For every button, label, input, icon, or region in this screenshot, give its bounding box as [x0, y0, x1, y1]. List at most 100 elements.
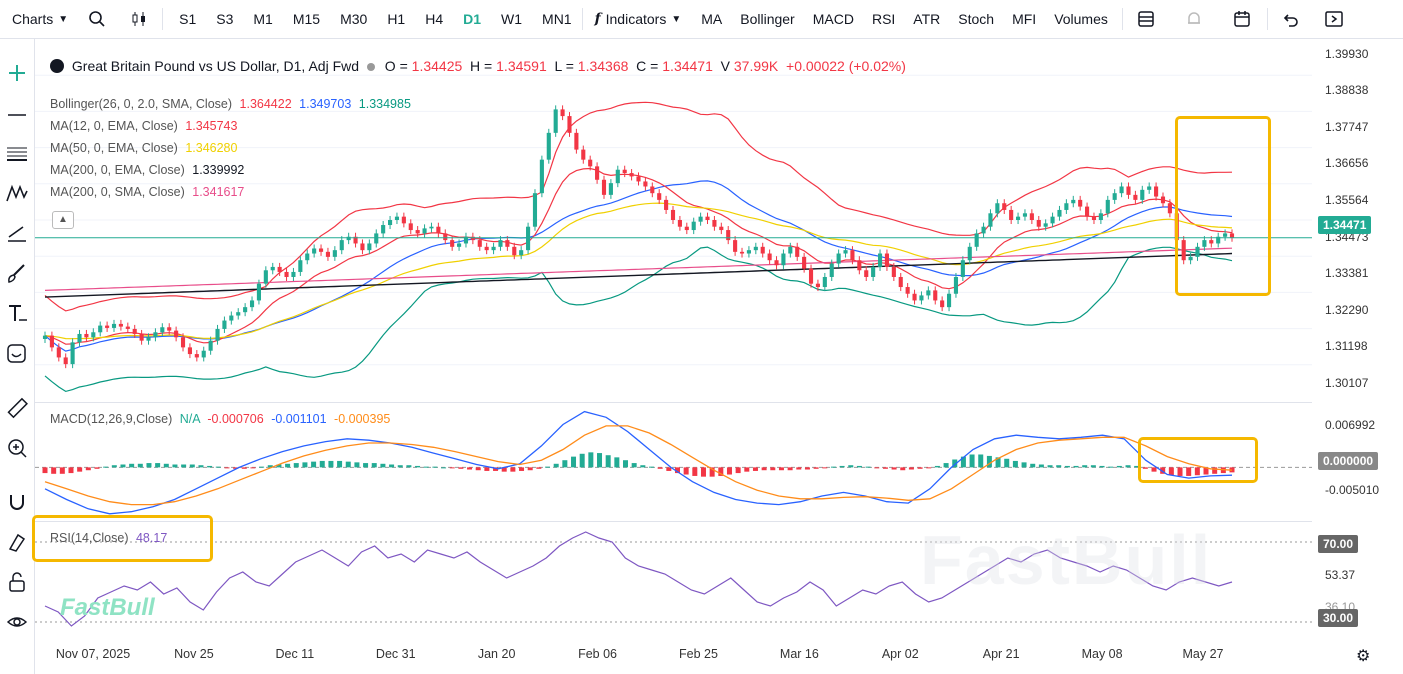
time-axis[interactable]: Nov 07, 2025 Nov 25 Dec 11 Dec 31 Jan 20 Feb … — [35, 642, 1312, 672]
brush-icon[interactable] — [5, 261, 29, 285]
text-tool-icon[interactable] — [5, 301, 29, 325]
timeframe-w1[interactable]: W1 — [501, 11, 523, 27]
candle-body — [850, 250, 855, 261]
lock-icon[interactable] — [5, 570, 29, 594]
open-label: O — [384, 58, 396, 74]
pattern-icon[interactable] — [5, 181, 29, 205]
ma200-sma-legend[interactable]: MA(200, 0, SMA, Close) 1.341617 — [50, 185, 244, 199]
timeframe-mn1[interactable]: MN1 — [542, 11, 572, 27]
magnet-icon[interactable] — [5, 490, 29, 514]
chevron-down-icon: ▼ — [671, 13, 682, 25]
fullscreen-icon[interactable] — [1324, 10, 1344, 28]
rsi-legend[interactable]: RSI(14,Close) 48.17 — [50, 531, 167, 545]
emoji-icon[interactable] — [5, 341, 29, 365]
current-price-tag: 1.34471 — [1318, 216, 1372, 234]
macd-hist-bar — [700, 467, 706, 477]
macd-axis[interactable]: 0.006992 -0.005010 — [1313, 402, 1403, 520]
rsi-chart[interactable] — [35, 522, 1312, 642]
bollinger-upper-value: 1.364422 — [239, 97, 292, 111]
candle-body — [346, 236, 351, 241]
crosshair-icon[interactable] — [5, 61, 29, 85]
timeframe-s1[interactable]: S1 — [179, 11, 197, 27]
collapse-legend-button[interactable]: ▲ — [52, 211, 74, 229]
price-chart[interactable] — [35, 39, 1312, 401]
macd-hist-bar — [510, 467, 516, 472]
macd-hist-bar — [1108, 466, 1114, 468]
macd-hist-bar — [111, 465, 117, 468]
layout-icon[interactable] — [1137, 10, 1155, 28]
macd-hist-bar — [1160, 467, 1166, 474]
candle-body — [1091, 216, 1097, 220]
toolbar-divider — [1266, 8, 1268, 30]
candle-body — [1119, 186, 1124, 194]
bollinger-legend[interactable]: Bollinger(26, 0, 2.0, SMA, Close) 1.3644… — [50, 97, 411, 111]
ma12-legend[interactable]: MA(12, 0, EMA, Close) 1.345743 — [50, 119, 237, 133]
zoom-in-icon[interactable] — [5, 436, 29, 460]
macd-hist-bar — [1064, 465, 1070, 468]
ruler-icon[interactable] — [5, 396, 29, 420]
ma200-ema-legend[interactable]: MA(200, 0, EMA, Close) 1.339992 — [50, 163, 244, 177]
macd-hist-bar — [1038, 464, 1044, 468]
study-atr-button[interactable]: ATR — [913, 11, 941, 27]
fib-lines-icon[interactable] — [5, 141, 29, 165]
undo-icon[interactable] — [1282, 10, 1300, 28]
eraser-icon[interactable] — [5, 530, 29, 554]
study-stoch-button[interactable]: Stoch — [958, 11, 995, 27]
macd-hist-bar — [796, 467, 802, 470]
macd-hist-bar — [423, 466, 429, 468]
settings-gear-icon[interactable]: ⚙ — [1356, 648, 1371, 665]
visibility-eye-icon[interactable] — [5, 610, 29, 634]
trend-line-icon[interactable] — [5, 221, 29, 245]
ma200-ema-label: MA(200, 0, EMA, Close) — [50, 163, 185, 177]
price-pane[interactable] — [35, 39, 1312, 401]
charts-menu-button[interactable]: Charts ▼ — [12, 11, 68, 27]
candle-body — [49, 335, 54, 348]
macd-pane[interactable] — [35, 402, 1312, 521]
macd-hist-bar — [718, 467, 724, 476]
study-bollinger-button[interactable]: Bollinger — [740, 11, 795, 27]
candle-body — [1009, 209, 1014, 220]
study-mfi-button[interactable]: MFI — [1012, 11, 1037, 27]
bollinger-label: Bollinger(26, 0, 2.0, SMA, Close) — [50, 97, 233, 111]
candle-body — [318, 248, 324, 252]
timeframe-h1[interactable]: H1 — [387, 11, 406, 27]
macd-hist-bar — [605, 455, 611, 468]
ma50-legend[interactable]: MA(50, 0, EMA, Close) 1.346280 — [50, 141, 237, 155]
macd-hist-bar — [960, 456, 966, 468]
candle-body — [560, 109, 565, 117]
macd-hist-bar — [363, 463, 369, 468]
price-axis[interactable]: 1.39930 1.38838 1.37747 1.36656 1.35564 1.344… — [1313, 39, 1403, 401]
study-rsi-button[interactable]: RSI — [871, 11, 896, 27]
search-icon[interactable] — [88, 10, 106, 28]
timeframe-s3[interactable]: S3 — [216, 11, 234, 27]
rsi-pane[interactable] — [35, 521, 1312, 642]
timeframe-m30[interactable]: M30 — [340, 11, 368, 27]
macd-hist-bar — [804, 467, 810, 470]
rsi-axis-label: 53.37 — [1325, 568, 1356, 582]
macd-axis-label: 0.006992 — [1325, 418, 1376, 432]
macd-chart[interactable] — [35, 403, 1312, 521]
study-macd-button[interactable]: MACD — [812, 11, 854, 27]
candle-body — [574, 132, 579, 150]
macd-legend[interactable]: MACD(12,26,9,Close) N/A -0.000706 -0.001… — [50, 412, 390, 426]
alert-bell-icon[interactable] — [1185, 10, 1203, 28]
calendar-icon[interactable] — [1233, 10, 1253, 28]
candle-body — [463, 236, 469, 244]
candle-body — [664, 199, 669, 210]
candle-body — [298, 260, 303, 272]
horizontal-line-icon[interactable] — [5, 101, 29, 125]
indicators-button[interactable]: f Indicators ▼ — [595, 11, 682, 27]
macd-hist-bar — [1073, 465, 1079, 468]
macd-hist-bar — [683, 467, 689, 475]
time-axis-label: May 08 — [1081, 647, 1123, 661]
timeframe-h4[interactable]: H4 — [425, 11, 444, 27]
candle-body — [1181, 240, 1186, 261]
timeframe-m15[interactable]: M15 — [292, 11, 321, 27]
candlestick-type-icon[interactable] — [130, 10, 148, 28]
candle-body — [98, 325, 103, 333]
study-volumes-button[interactable]: Volumes — [1054, 11, 1108, 27]
study-ma-button[interactable]: MA — [701, 11, 723, 27]
candle-body — [546, 132, 551, 160]
timeframe-d1[interactable]: D1 — [463, 11, 482, 27]
timeframe-m1[interactable]: M1 — [253, 11, 273, 27]
